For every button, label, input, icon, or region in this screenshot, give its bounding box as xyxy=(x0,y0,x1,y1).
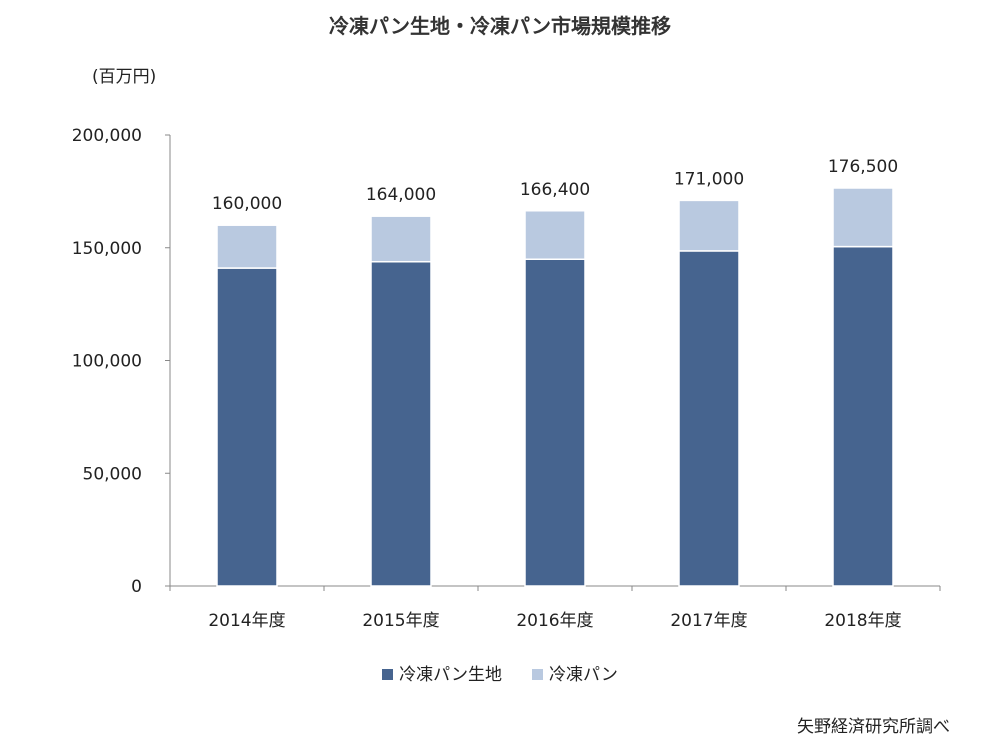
bar-bread xyxy=(832,187,894,248)
y-tick-label: 50,000 xyxy=(83,464,142,484)
legend-item-bread: 冷凍パン xyxy=(532,660,618,685)
total-label: 160,000 xyxy=(212,194,282,214)
bar-dough xyxy=(216,267,278,587)
legend-label: 冷凍パン生地 xyxy=(399,665,502,685)
total-label: 164,000 xyxy=(366,185,436,205)
y-tick-label: 0 xyxy=(131,577,142,597)
chart-title: 冷凍パン生地・冷凍パン市場規模推移 xyxy=(329,14,671,38)
y-axis-unit: (百万円) xyxy=(92,67,157,87)
bar-dough xyxy=(370,260,432,587)
y-tick-label: 150,000 xyxy=(72,239,142,259)
legend-swatch xyxy=(382,669,394,680)
y-tick-label: 100,000 xyxy=(72,352,142,372)
legend-swatch xyxy=(532,669,543,680)
bar-bread xyxy=(678,199,740,252)
bar-dough xyxy=(678,250,740,587)
total-label: 171,000 xyxy=(674,169,744,189)
total-label: 176,500 xyxy=(828,157,898,177)
total-label: 166,400 xyxy=(520,180,590,200)
legend-item-dough: 冷凍パン生地 xyxy=(382,660,502,685)
bar-dough xyxy=(524,258,586,587)
legend-label: 冷凍パン xyxy=(549,665,618,685)
bar-dough xyxy=(832,245,894,587)
y-tick-label: 200,000 xyxy=(72,126,142,146)
bar-bread xyxy=(524,210,586,261)
x-tick-label: 2017年度 xyxy=(670,611,747,631)
x-tick-label: 2018年度 xyxy=(824,611,901,631)
bar-bread xyxy=(370,215,432,263)
x-tick-label: 2014年度 xyxy=(208,611,285,631)
x-tick-label: 2016年度 xyxy=(516,611,593,631)
bar-bread xyxy=(216,224,278,269)
legend: 冷凍パン生地 冷凍パン xyxy=(0,660,1000,685)
source-note: 矢野経済研究所調べ xyxy=(797,717,950,737)
x-tick-label: 2015年度 xyxy=(362,611,439,631)
